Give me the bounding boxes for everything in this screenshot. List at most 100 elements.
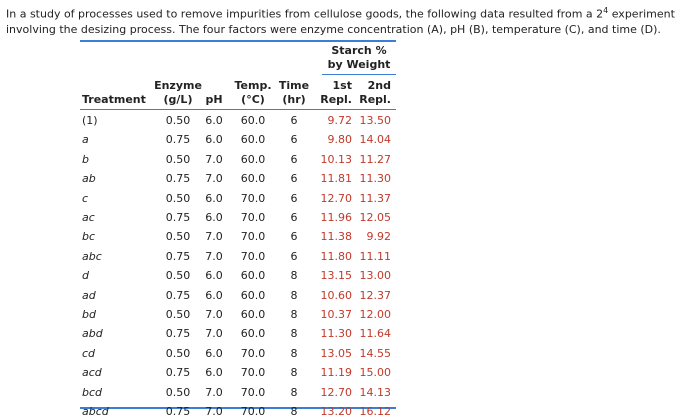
- cell-value: 6.0: [205, 346, 223, 360]
- treatment: abd: [82, 327, 103, 341]
- column-header: (g/L): [163, 93, 193, 106]
- cell-value: 60.0: [240, 288, 266, 302]
- cell-value: 60.0: [240, 152, 266, 166]
- cell-value: 7.0: [205, 327, 223, 341]
- cell-value: 12.37: [359, 288, 392, 302]
- cell-value: 12.70: [320, 385, 353, 399]
- cell-value: 13.15: [320, 269, 353, 283]
- cell-value: 6.0: [205, 114, 223, 127]
- intro: In a study of processes used to remove i…: [6, 3, 696, 37]
- cell-value: 0.50: [165, 346, 191, 360]
- cell-value: 10.37: [320, 308, 353, 321]
- cell-value: 70.0: [240, 405, 266, 416]
- cell-value: 6.0: [205, 211, 223, 224]
- cell-value: 11.30: [320, 327, 353, 341]
- cell-value: 0.50: [165, 230, 191, 244]
- cell-value: 0.50: [165, 114, 191, 127]
- cell-value: 7.0: [205, 152, 223, 166]
- cell-value: 13.00: [359, 269, 392, 283]
- cell-value: 70.0: [240, 211, 266, 224]
- cell-value: 16.12: [359, 405, 392, 416]
- cell-value: 13.20: [320, 405, 353, 416]
- cell-value: 0.75: [165, 405, 191, 416]
- cell-value: 6.0: [205, 133, 223, 147]
- treatment: acd: [82, 366, 102, 380]
- column-header: (hr): [282, 93, 306, 106]
- cell-value: 6: [290, 249, 298, 263]
- treatment: abc: [82, 249, 102, 263]
- cell-value: 6.0: [205, 191, 223, 205]
- column-header: Repl.: [359, 93, 391, 106]
- cell-value: 0.50: [165, 308, 191, 321]
- cell-value: 11.30: [359, 172, 392, 186]
- column-header: Repl.: [320, 93, 352, 106]
- cell-value: 8: [290, 405, 298, 416]
- treatment: ad: [82, 288, 96, 302]
- cell-value: 8: [290, 308, 298, 321]
- cell-value: 0.75: [165, 327, 191, 341]
- cell-value: 11.37: [359, 191, 392, 205]
- column-header: 1st: [332, 79, 352, 92]
- cell-value: 0.50: [165, 385, 191, 399]
- column-header: (°C): [241, 93, 265, 106]
- cell-value: 14.55: [359, 346, 392, 360]
- treatment: ac: [82, 211, 95, 224]
- cell-value: 0.75: [165, 211, 191, 224]
- column-header: Enzyme: [154, 79, 202, 92]
- cell-value: 10.60: [320, 288, 353, 302]
- cell-value: 0.50: [165, 152, 191, 166]
- cell-value: 70.0: [240, 191, 266, 205]
- cell-value: 0.75: [165, 288, 191, 302]
- column-header: Treatment: [82, 93, 146, 106]
- treatment: bcd: [82, 385, 103, 399]
- column-header: Temp.: [234, 79, 272, 92]
- cell-value: 9.72: [327, 114, 353, 127]
- cell-value: 7.0: [205, 230, 223, 244]
- cell-value: 14.13: [359, 385, 392, 399]
- cell-value: 8: [290, 366, 298, 380]
- cell-value: 60.0: [240, 308, 266, 321]
- treatment: abcd: [82, 405, 109, 416]
- cell-value: 6: [290, 211, 298, 224]
- intro-text: experiment involving the desizing proces…: [6, 7, 675, 36]
- cell-value: 6: [290, 191, 298, 205]
- cell-value: 70.0: [240, 230, 266, 244]
- cell-value: 8: [290, 327, 298, 341]
- cell-value: 8: [290, 269, 298, 283]
- cell-value: 70.0: [240, 346, 266, 360]
- treatment: bc: [82, 230, 96, 244]
- cell-value: 60.0: [240, 114, 266, 127]
- cell-value: 15.00: [359, 366, 392, 380]
- cell-value: 7.0: [205, 308, 223, 321]
- cell-value: 70.0: [240, 385, 266, 399]
- cell-value: 6.0: [205, 269, 223, 283]
- cell-value: 60.0: [240, 269, 266, 283]
- cell-value: 8: [290, 288, 298, 302]
- cell-value: 13.05: [320, 346, 353, 360]
- cell-value: 12.00: [359, 308, 392, 321]
- cell-value: 0.75: [165, 366, 191, 380]
- cell-value: 11.80: [320, 249, 353, 263]
- treatment: (1): [82, 114, 98, 127]
- treatment: bd: [82, 308, 96, 321]
- treatment: ab: [82, 172, 96, 186]
- cell-value: 70.0: [240, 366, 266, 380]
- cell-value: 11.96: [320, 211, 353, 224]
- header-rule: [80, 109, 396, 110]
- column-header: 2nd: [367, 79, 391, 92]
- cell-value: 70.0: [240, 249, 266, 263]
- cell-value: 11.19: [320, 366, 353, 380]
- group-header: by Weight: [327, 58, 391, 71]
- cell-value: 6: [290, 114, 298, 127]
- cell-value: 9.80: [327, 133, 353, 147]
- column-header: pH: [205, 93, 223, 106]
- cell-value: 12.70: [320, 191, 353, 205]
- treatment: a: [82, 133, 89, 147]
- top-rule: [80, 40, 396, 42]
- cell-value: 7.0: [205, 405, 223, 416]
- cell-value: 11.11: [359, 249, 392, 263]
- column-header: Time: [278, 79, 310, 92]
- treatment: b: [82, 152, 89, 166]
- cell-value: 6: [290, 230, 298, 244]
- cell-value: 11.81: [320, 172, 353, 186]
